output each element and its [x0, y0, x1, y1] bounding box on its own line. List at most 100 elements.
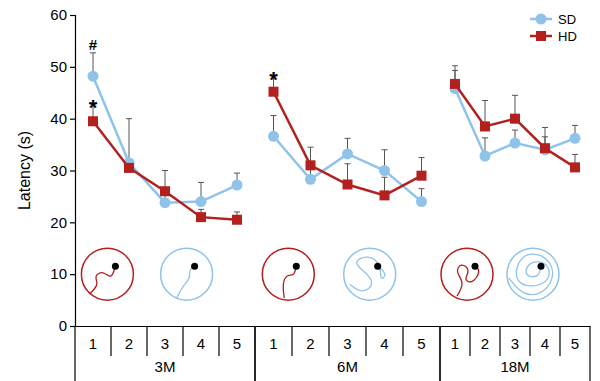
x-tick-label: 2 — [306, 335, 314, 352]
error-cap — [234, 211, 240, 212]
platform — [112, 263, 119, 270]
y-tick-label: 30 — [50, 162, 67, 179]
swim-icon — [507, 248, 559, 300]
y-axis: 0102030405060 — [50, 6, 75, 334]
marker — [88, 71, 99, 82]
separator — [439, 326, 440, 381]
marker — [480, 150, 491, 161]
chart: 0102030405060Latency (s)123453M#*123456M… — [0, 0, 600, 381]
x-tick-label: 1 — [451, 335, 459, 352]
group-label: 3M — [155, 358, 176, 375]
error-cap — [572, 125, 578, 126]
error-cap — [572, 154, 578, 155]
x-tick: 2 — [481, 326, 489, 352]
marker — [306, 160, 316, 170]
y-tick-label: 0 — [59, 317, 67, 334]
x-tick-label: 5 — [571, 335, 579, 352]
error-cap — [126, 118, 132, 119]
separator — [469, 326, 470, 356]
swim-path — [283, 266, 296, 298]
swim-path — [350, 257, 385, 291]
y-tick-mark — [70, 15, 75, 16]
y-tick: 20 — [50, 214, 75, 231]
series — [271, 75, 425, 195]
x-tick: 5 — [571, 326, 579, 352]
x-tick-label: 3 — [343, 335, 351, 352]
separator — [291, 326, 292, 356]
marker — [232, 180, 243, 191]
pool — [81, 248, 133, 300]
x-tick: 1 — [89, 326, 97, 352]
y-tick-label: 40 — [50, 110, 67, 127]
y-tick-label: 50 — [50, 58, 67, 75]
marker — [570, 162, 580, 172]
y-tick: 50 — [50, 58, 75, 75]
x-tick: 2 — [306, 326, 314, 352]
marker — [160, 186, 170, 196]
error-cap — [162, 170, 168, 171]
separator — [110, 326, 111, 356]
marker — [510, 138, 521, 149]
swim-path — [177, 266, 195, 298]
x-tick-label: 4 — [380, 335, 388, 352]
series-line — [93, 76, 237, 202]
x-tick-label: 4 — [541, 335, 549, 352]
error-cap — [482, 100, 488, 101]
series-line — [455, 84, 575, 167]
swim-path — [509, 254, 553, 294]
legend-label: HD — [558, 29, 577, 44]
legend-marker — [536, 31, 546, 41]
x-tick-label: 4 — [197, 335, 205, 352]
marker — [570, 133, 581, 144]
platform — [191, 263, 198, 270]
series-line — [274, 136, 422, 201]
separator — [529, 326, 530, 356]
y-tick: 0 — [59, 317, 75, 334]
x-axis: 12345 — [76, 326, 256, 352]
pool — [441, 248, 493, 300]
marker — [342, 148, 353, 159]
y-tick-mark — [70, 119, 75, 120]
x-tick-label: 1 — [89, 335, 97, 352]
y-tick-label: 20 — [50, 214, 67, 231]
x-axis-line — [256, 326, 441, 327]
y-tick-label: 60 — [50, 6, 67, 23]
pool — [507, 248, 559, 300]
platform — [472, 263, 479, 270]
annotation: * — [89, 95, 98, 120]
group-label: 6M — [337, 358, 358, 375]
error-cap — [482, 137, 488, 138]
y-tick-mark — [70, 274, 75, 275]
separator — [589, 326, 590, 381]
swim-path — [457, 265, 479, 296]
marker — [196, 212, 206, 222]
series — [90, 53, 240, 203]
series — [452, 70, 578, 156]
separator — [402, 326, 403, 356]
marker — [379, 165, 390, 176]
swim-icon — [262, 248, 314, 300]
series — [452, 66, 578, 168]
plot-area — [450, 66, 581, 173]
error-cap — [382, 149, 388, 150]
error-cap — [419, 188, 425, 189]
plot-area — [88, 53, 243, 225]
separator — [365, 326, 366, 356]
x-tick: 5 — [233, 326, 241, 352]
error-stem — [129, 119, 130, 163]
x-tick-label: 5 — [233, 335, 241, 352]
marker — [124, 163, 134, 173]
separator — [499, 326, 500, 356]
pool — [262, 248, 314, 300]
x-tick-label: 2 — [481, 335, 489, 352]
legend-marker — [536, 14, 547, 25]
separator — [559, 326, 560, 356]
marker — [305, 174, 316, 185]
annotation: * — [269, 67, 278, 92]
x-tick: 3 — [343, 326, 351, 352]
marker — [480, 121, 490, 131]
marker — [416, 196, 427, 207]
series-line — [93, 121, 237, 219]
marker — [343, 179, 353, 189]
x-tick-label: 3 — [511, 335, 519, 352]
